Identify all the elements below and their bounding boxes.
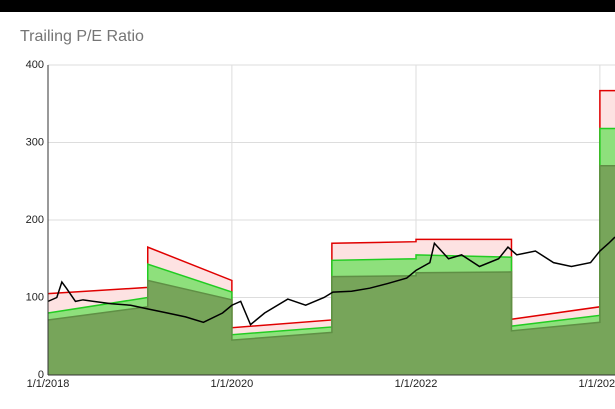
- y-tick-label: 100: [26, 291, 44, 303]
- y-tick-label: 300: [26, 136, 44, 148]
- y-tick-label: 0: [38, 369, 44, 381]
- x-tick-label: 1/1/2024: [578, 378, 615, 390]
- band-area: [48, 165, 615, 375]
- band-edge: [47, 165, 615, 341]
- y-tick-label: 200: [26, 214, 44, 226]
- y-tick-label: 400: [26, 59, 44, 71]
- top-bar: [0, 0, 615, 12]
- band-edge: [47, 89, 615, 329]
- x-tick-label: 1/1/2020: [210, 378, 253, 390]
- band-edge: [47, 127, 615, 336]
- chart-title: Trailing P/E Ratio: [20, 28, 144, 45]
- x-tick-label: 1/1/2022: [395, 378, 438, 390]
- pe-line: [47, 236, 615, 326]
- x-tick-label: 1/1/2018: [27, 378, 70, 390]
